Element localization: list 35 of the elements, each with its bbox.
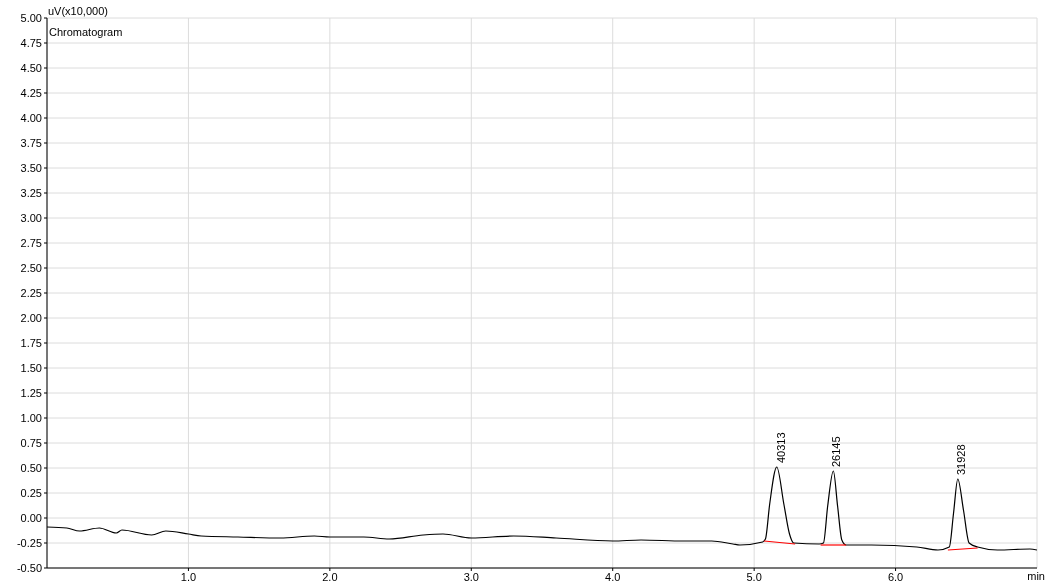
x-axis-title: min — [1027, 570, 1045, 583]
y-tick-label: 5.00 — [20, 11, 42, 24]
annotation: 31928 — [954, 444, 967, 475]
y-tick-label: 1.50 — [20, 361, 42, 374]
x-tick-label: 2.0 — [322, 570, 338, 583]
annotation: Chromatogram — [49, 26, 123, 39]
y-tick-label: 4.00 — [20, 111, 42, 124]
y-tick-label: 2.25 — [20, 286, 42, 299]
x-tick-label: 6.0 — [887, 570, 904, 583]
y-tick-label: 3.50 — [20, 161, 42, 174]
y-tick-label: 0.00 — [20, 511, 42, 524]
y-tick-label: -0.50 — [16, 561, 42, 574]
y-tick-label: 1.75 — [20, 336, 42, 349]
y-tick-label: -0.25 — [16, 536, 42, 549]
y-tick-label: 1.00 — [20, 411, 42, 424]
y-tick-label: 0.25 — [20, 486, 42, 499]
x-tick-label: 5.0 — [746, 570, 762, 583]
y-tick-label: 2.50 — [20, 261, 42, 274]
y-tick-label: 3.75 — [20, 136, 42, 149]
x-tick-label: 3.0 — [463, 570, 479, 583]
y-tick-label: 2.75 — [20, 236, 42, 249]
y-tick-label: 1.25 — [20, 386, 42, 399]
y-tick-label: 3.25 — [20, 186, 42, 199]
y-tick-label: 0.50 — [20, 461, 42, 474]
y-tick-label: 4.75 — [20, 36, 42, 49]
y-tick-label: 0.75 — [20, 436, 42, 449]
y-axis-title: uV(x10,000) — [48, 5, 108, 18]
annotation: 40313 — [775, 432, 788, 463]
y-tick-label: 4.25 — [20, 86, 42, 99]
y-tick-label: 4.50 — [20, 61, 42, 74]
annotation: 26145 — [830, 436, 843, 467]
y-tick-label: 2.00 — [20, 311, 42, 324]
x-tick-label: 1.0 — [180, 570, 197, 583]
y-tick-label: 3.00 — [20, 211, 42, 224]
x-tick-label: 4.0 — [605, 570, 621, 583]
